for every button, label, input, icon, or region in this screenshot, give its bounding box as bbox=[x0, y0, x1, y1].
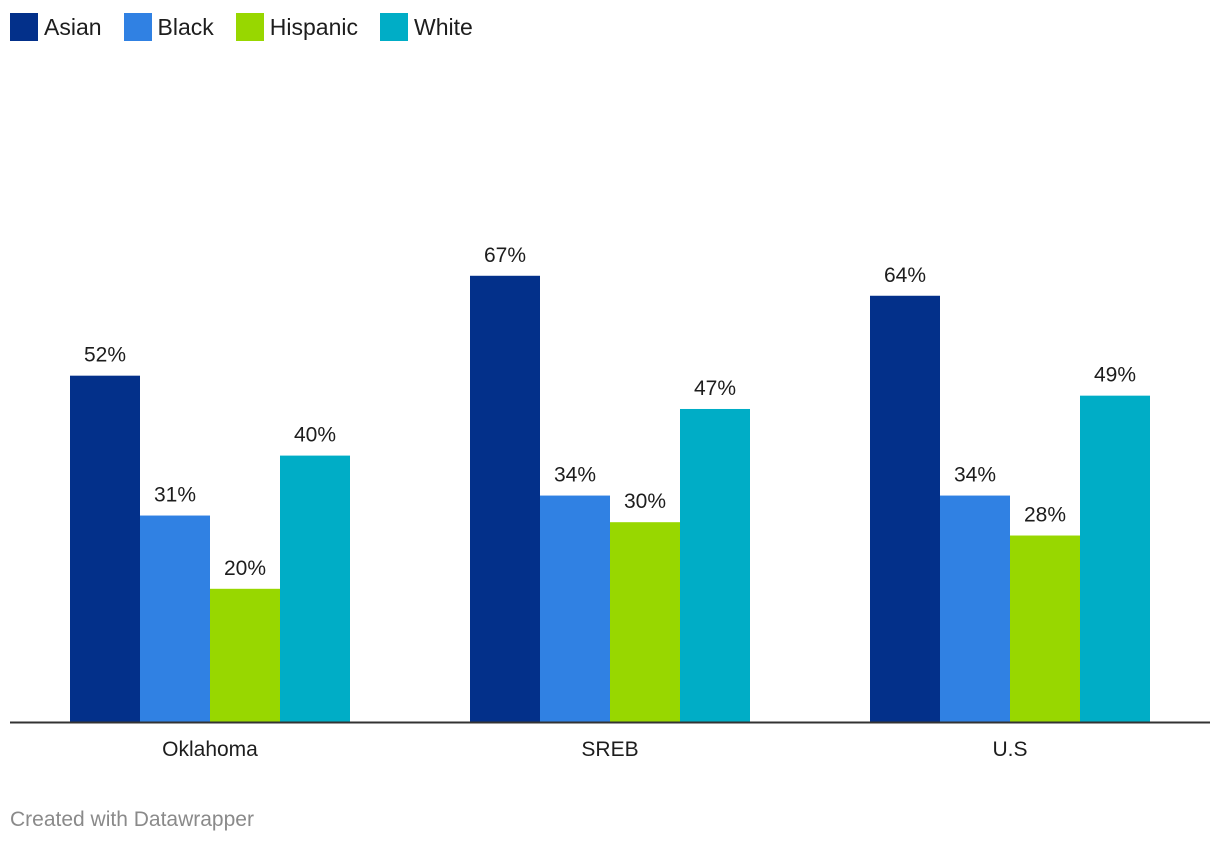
legend-item-hispanic: Hispanic bbox=[235, 13, 359, 41]
legend-item-black: Black bbox=[123, 13, 214, 41]
legend-label-black: Black bbox=[157, 14, 214, 40]
bar-asian-oklahoma bbox=[70, 375, 140, 722]
data-label-asian-us: 64% bbox=[884, 264, 926, 287]
bar-hispanic-oklahoma bbox=[210, 588, 280, 722]
bar-black-sreb bbox=[540, 495, 610, 722]
legend-swatch-asian bbox=[10, 13, 38, 41]
bar-black-oklahoma bbox=[140, 515, 210, 722]
data-label-black-us: 34% bbox=[954, 464, 996, 487]
legend-label-white: White bbox=[414, 14, 473, 40]
data-label-asian-sreb: 67% bbox=[484, 244, 526, 267]
x-tick-label-sreb: SREB bbox=[581, 738, 638, 761]
bar-black-us bbox=[940, 495, 1010, 722]
legend-swatch-black bbox=[123, 13, 152, 41]
datawrapper-credit: Created with Datawrapper bbox=[10, 808, 254, 831]
legend-item-asian: Asian bbox=[10, 13, 102, 41]
bar-asian-sreb bbox=[470, 275, 540, 722]
legend-swatch-white bbox=[380, 13, 409, 41]
data-label-hispanic-oklahoma: 20% bbox=[224, 557, 266, 580]
bar-hispanic-sreb bbox=[610, 522, 680, 722]
data-label-white-us: 49% bbox=[1094, 364, 1136, 387]
legend-swatch-hispanic bbox=[235, 13, 264, 41]
legend-item-white: White bbox=[380, 13, 473, 41]
bar-asian-us bbox=[870, 295, 940, 722]
data-label-hispanic-sreb: 30% bbox=[624, 490, 666, 513]
legend-label-hispanic: Hispanic bbox=[269, 14, 359, 40]
data-label-asian-oklahoma: 52% bbox=[84, 344, 126, 367]
data-label-hispanic-us: 28% bbox=[1024, 504, 1066, 527]
data-label-black-oklahoma: 31% bbox=[154, 484, 196, 507]
bar-white-us bbox=[1080, 395, 1150, 722]
legend-label-asian: Asian bbox=[44, 14, 102, 40]
x-tick-label-us: U.S bbox=[992, 738, 1027, 761]
bar-white-sreb bbox=[680, 408, 750, 722]
x-tick-label-oklahoma: Oklahoma bbox=[162, 738, 258, 761]
data-label-black-sreb: 34% bbox=[554, 464, 596, 487]
data-label-white-sreb: 47% bbox=[694, 377, 736, 400]
bar-white-oklahoma bbox=[280, 455, 350, 722]
data-label-white-oklahoma: 40% bbox=[294, 424, 336, 447]
bar-hispanic-us bbox=[1010, 535, 1080, 722]
chart-legend: Asian Black Hispanic White bbox=[10, 13, 495, 41]
